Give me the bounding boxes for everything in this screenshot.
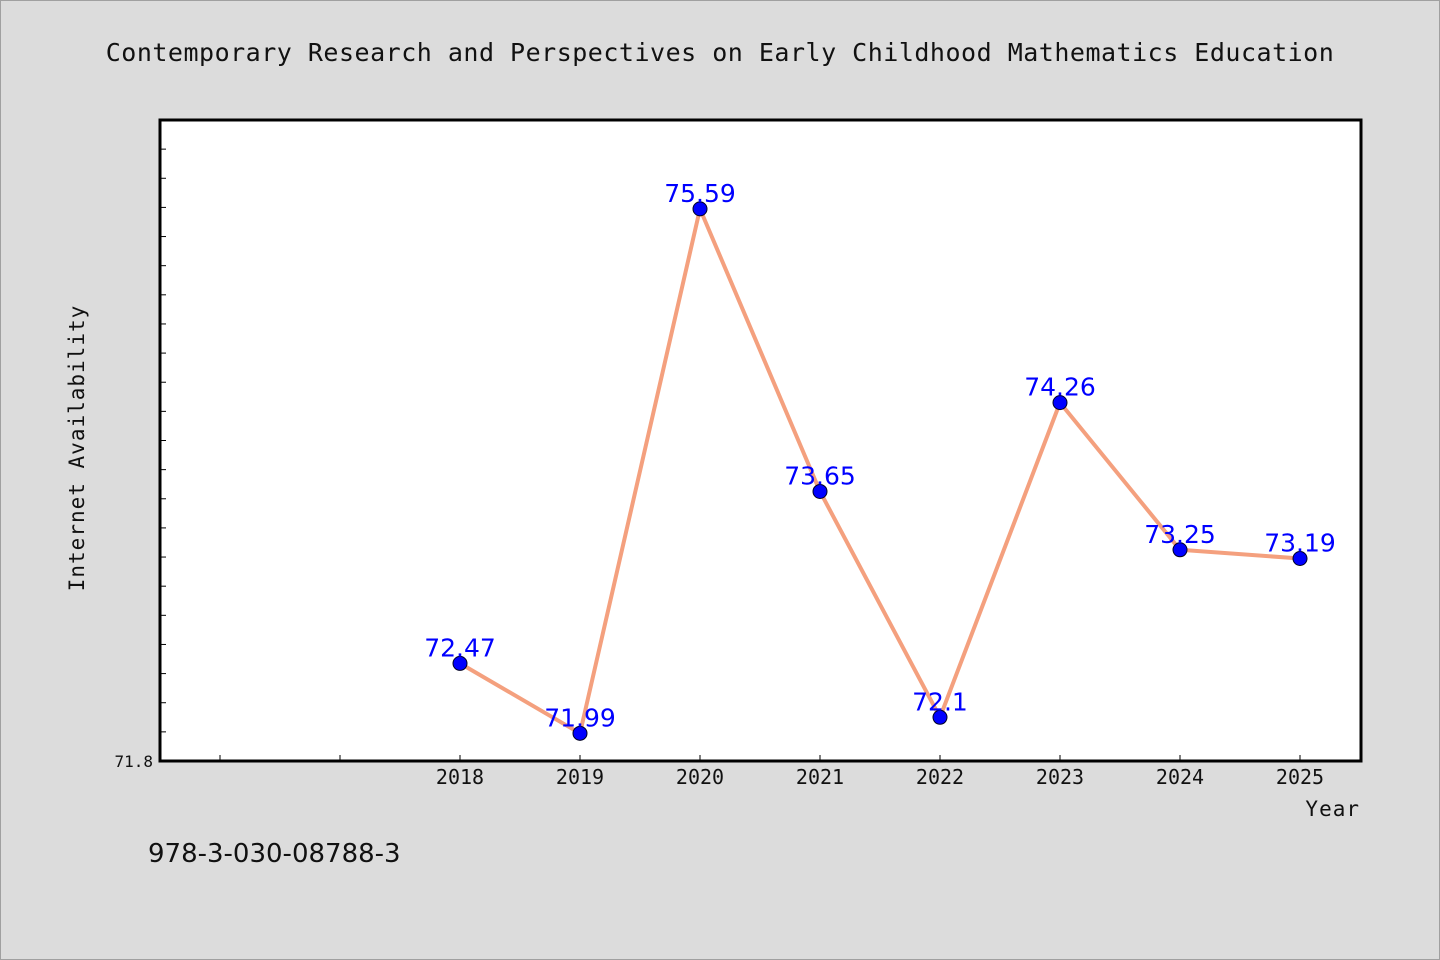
data-point (1292, 551, 1308, 567)
x-tick-label: 2023 (1036, 765, 1084, 789)
x-tick-label: 2025 (1276, 765, 1324, 789)
isbn-text: 978-3-030-08788-3 (148, 839, 401, 869)
x-tick-label: 2021 (796, 765, 844, 789)
data-label: 73.65 (784, 461, 856, 490)
data-label: 75.59 (664, 179, 736, 208)
series-layer: 72.47 71.99 75.59 73.65 72.1 74.26 73.25 73.19 (424, 179, 1336, 741)
data-label: 72.47 (424, 633, 496, 662)
x-tick-label: 2018 (436, 765, 484, 789)
y-tick-label: 71.8 (114, 752, 153, 771)
data-point (452, 655, 468, 671)
data-point (1052, 395, 1068, 411)
series-line (458, 206, 1301, 736)
data-point (1172, 542, 1188, 558)
x-tick-label: 2022 (916, 765, 964, 789)
x-axis-label: Year (1305, 797, 1360, 821)
data-point (932, 709, 948, 725)
y-axis-ticks (160, 148, 166, 733)
plot-area (158, 118, 1363, 763)
x-tick-label: 2019 (556, 765, 604, 789)
x-tick-label: 2020 (676, 765, 724, 789)
data-label: 73.25 (1144, 520, 1216, 549)
data-point (572, 725, 588, 741)
y-axis-label: Internet Availability (65, 305, 89, 592)
x-axis-ticks: 2018 2019 2020 2021 2022 2023 2024 2025 (219, 755, 1324, 789)
data-label: 73.19 (1264, 529, 1336, 558)
data-point (812, 483, 828, 499)
data-label: 72.1 (912, 687, 968, 716)
data-point (692, 201, 708, 217)
chart-title: Contemporary Research and Perspectives o… (106, 38, 1335, 67)
data-label: 71.99 (544, 703, 616, 732)
data-label: 74.26 (1024, 373, 1096, 402)
x-tick-label: 2024 (1156, 765, 1204, 789)
